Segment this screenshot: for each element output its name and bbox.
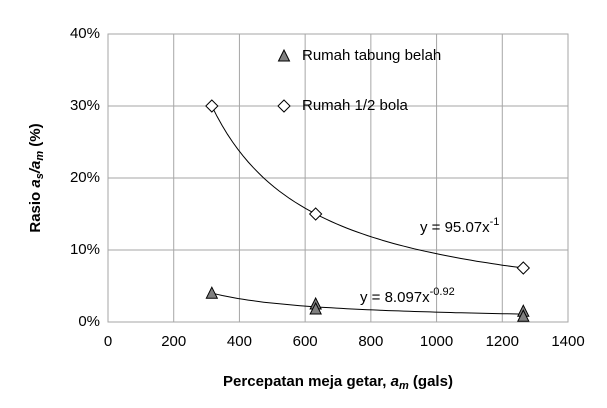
trend-equation: y = 95.07x-1 — [420, 216, 499, 236]
trendline — [211, 292, 524, 315]
equation-text: y = 8.097x — [360, 289, 430, 306]
trend-equation: y = 8.097x-0.92 — [360, 286, 455, 306]
diamond-marker — [308, 207, 323, 221]
diamond-marker — [516, 261, 531, 275]
x-tick-label: 1000 — [420, 333, 453, 350]
legend-marker — [277, 48, 291, 62]
x-tick-label: 1400 — [551, 333, 584, 350]
triangle-marker — [309, 301, 322, 315]
trendline — [211, 105, 524, 269]
y-label-symbol: a — [27, 179, 44, 187]
y-tick-label: 20% — [70, 169, 100, 186]
legend-marker — [277, 99, 291, 113]
y-tick-label: 10% — [70, 241, 100, 258]
y-label-slash: / — [27, 167, 44, 174]
x-tick-label: 600 — [293, 333, 318, 350]
x-tick-label: 1200 — [486, 333, 519, 350]
x-tick-label: 800 — [358, 333, 383, 350]
y-tick-label: 40% — [70, 25, 100, 42]
y-label-subscript: m — [34, 151, 46, 161]
y-label-subscript: s — [34, 173, 46, 179]
x-label-unit: (gals) — [409, 373, 453, 390]
x-label-symbol: a — [391, 373, 399, 390]
y-tick-label: 0% — [78, 313, 100, 330]
y-label-text: Rasio — [27, 188, 44, 233]
x-tick-label: 400 — [227, 333, 252, 350]
equation-exponent: -0.92 — [430, 286, 455, 298]
y-tick-label: 30% — [70, 97, 100, 114]
legend-label: Rumah 1/2 bola — [302, 97, 409, 114]
x-label-subscript: m — [399, 380, 409, 392]
legend-label: Rumah tabung belah — [302, 47, 441, 64]
y-label-unit: (%) — [27, 123, 44, 151]
x-tick-label: 0 — [104, 333, 112, 350]
plot-border — [107, 33, 569, 323]
equation-exponent: -1 — [490, 216, 500, 228]
triangle-marker — [205, 286, 219, 299]
equation-text: y = 95.07x — [420, 219, 490, 236]
x-axis-label: Percepatan meja getar, am (gals) — [223, 373, 453, 392]
y-axis-label: Rasio as/am (%) — [27, 123, 46, 232]
diamond-marker — [205, 99, 219, 113]
x-tick-label: 200 — [161, 333, 186, 350]
triangle-marker — [517, 309, 530, 322]
y-label-symbol: a — [27, 161, 44, 169]
x-label-text: Percepatan meja getar, — [223, 373, 391, 390]
